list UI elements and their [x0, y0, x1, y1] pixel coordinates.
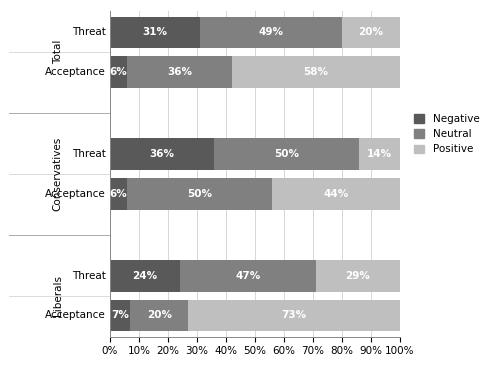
Bar — [272, 178, 400, 209]
Bar — [110, 16, 200, 48]
Text: 50%: 50% — [188, 189, 212, 199]
Legend: Negative, Neutral, Positive: Negative, Neutral, Positive — [414, 114, 480, 154]
Text: 6%: 6% — [110, 189, 128, 199]
Text: 49%: 49% — [258, 27, 283, 37]
Text: 6%: 6% — [110, 67, 128, 77]
Bar — [316, 260, 400, 292]
Text: 36%: 36% — [150, 149, 174, 159]
Text: Liberals: Liberals — [53, 275, 63, 316]
Text: 44%: 44% — [324, 189, 349, 199]
Text: Threat: Threat — [72, 271, 106, 281]
Text: Acceptance: Acceptance — [45, 67, 106, 77]
Bar — [188, 300, 400, 331]
Text: 36%: 36% — [167, 67, 192, 77]
Bar — [110, 138, 214, 170]
Text: 14%: 14% — [367, 149, 392, 159]
Bar — [200, 16, 342, 48]
Text: 20%: 20% — [147, 310, 172, 321]
Bar — [232, 56, 400, 88]
Bar — [214, 138, 360, 170]
Text: 31%: 31% — [142, 27, 168, 37]
Bar — [110, 300, 130, 331]
Bar — [110, 178, 128, 209]
Text: 7%: 7% — [111, 310, 129, 321]
Bar — [130, 300, 188, 331]
Text: 20%: 20% — [358, 27, 384, 37]
Text: 24%: 24% — [132, 271, 158, 281]
Text: Conservatives: Conservatives — [53, 137, 63, 211]
Text: 58%: 58% — [304, 67, 328, 77]
Text: 50%: 50% — [274, 149, 299, 159]
Bar — [360, 138, 400, 170]
Text: 47%: 47% — [235, 271, 260, 281]
Text: Threat: Threat — [72, 27, 106, 37]
Text: Threat: Threat — [72, 149, 106, 159]
Text: 29%: 29% — [346, 271, 370, 281]
Bar — [110, 260, 180, 292]
Bar — [128, 178, 272, 209]
Bar — [342, 16, 400, 48]
Text: Acceptance: Acceptance — [45, 189, 106, 199]
Bar — [110, 56, 128, 88]
Text: Acceptance: Acceptance — [45, 310, 106, 321]
Text: Total: Total — [53, 40, 63, 64]
Text: 73%: 73% — [282, 310, 306, 321]
Bar — [180, 260, 316, 292]
Bar — [128, 56, 232, 88]
